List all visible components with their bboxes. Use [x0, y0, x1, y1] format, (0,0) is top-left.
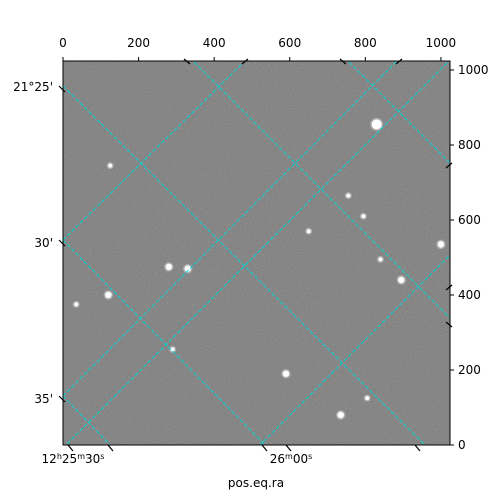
coordinate-grid: [63, 61, 450, 445]
star: [346, 193, 351, 198]
x-axis-title: pos.eq.ra: [228, 476, 284, 490]
dec-tick-label: 21°25': [13, 80, 53, 94]
star: [306, 229, 311, 234]
ra-tick-mark: [395, 58, 403, 65]
star: [437, 241, 445, 248]
dec-tick-mark: [58, 85, 66, 93]
ra-tick-mark: [241, 58, 249, 65]
ra-tick-mark: [67, 444, 74, 452]
dec-axis: 21°25' 30' 35': [13, 80, 66, 406]
dec-tick-mark: [58, 395, 66, 403]
ra-tick-label: 12h25m30s: [42, 452, 105, 466]
ra-tick-mark: [445, 162, 453, 169]
star-layer: [72, 117, 446, 420]
ra-grid-line: [63, 239, 266, 445]
x-tick-label: 0: [59, 36, 67, 50]
ra-tick-mark: [445, 284, 453, 291]
y-tick-label: 200: [458, 363, 481, 377]
dec-tick-label: 30': [34, 236, 53, 250]
dec-grid-line: [65, 61, 450, 445]
dec-grid-line: [63, 61, 246, 241]
ra-grid-line: [347, 61, 450, 164]
x-tick-label: 200: [127, 36, 150, 50]
star: [282, 370, 290, 377]
star: [365, 396, 370, 401]
y-tick-label: 400: [458, 288, 481, 302]
star: [337, 411, 344, 419]
ra-tick-label: 26m00s: [270, 452, 313, 466]
star: [371, 119, 382, 130]
x-tick-label: 1000: [426, 36, 457, 50]
star: [108, 163, 113, 168]
star: [165, 263, 173, 271]
ra-tick-mark: [414, 444, 421, 452]
ra-tick-mark: [285, 444, 292, 452]
y-pixel-axis: 0 200 400 600 800 1000: [450, 63, 489, 452]
y-tick-label: 800: [458, 138, 481, 152]
star: [170, 347, 175, 352]
star: [378, 257, 383, 262]
star: [105, 291, 112, 299]
y-tick-label: 600: [458, 213, 481, 227]
ra-tick-mark: [339, 58, 347, 65]
dec-tick-label: 35': [34, 392, 53, 406]
ra-tick-mark: [445, 321, 453, 328]
y-tick-label: 0: [458, 438, 466, 452]
star: [398, 276, 405, 284]
dec-grid-line: [259, 254, 450, 445]
y-tick-label: 1000: [458, 63, 489, 77]
ra-grid-line: [63, 395, 111, 445]
plot-frame: [62, 60, 451, 446]
star: [74, 302, 79, 307]
star: [184, 265, 191, 272]
x-pixel-axis: 0 200 400 600 800 1000: [59, 36, 456, 61]
star: [361, 214, 366, 219]
dec-grid-line: [63, 61, 398, 397]
ra-grid-line: [63, 85, 426, 445]
dec-tick-mark: [58, 239, 66, 247]
x-tick-label: 400: [203, 36, 226, 50]
x-tick-label: 600: [278, 36, 301, 50]
ra-tick-mark: [261, 444, 268, 452]
x-tick-label: 800: [354, 36, 377, 50]
ra-tick-mark: [183, 58, 191, 65]
ra-tick-mark: [107, 444, 114, 452]
